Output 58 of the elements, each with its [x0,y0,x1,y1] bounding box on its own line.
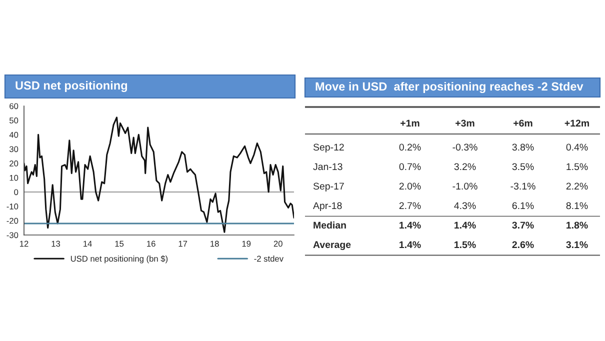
text: 3.7% [512,222,534,229]
text: 2.2% [566,182,588,190]
category-label: +12m [564,120,589,127]
text: 2.7% [399,202,421,210]
x-tick-label: 19 [242,240,251,247]
text: -3.1% [510,182,536,190]
x-tick-label: 16 [147,240,156,247]
text: 1.5% [566,163,588,170]
text: 4.3% [454,202,476,210]
legend-label: USD net positioning (bn $) [70,255,168,264]
text: 1.4% [454,222,476,229]
text: 8.1% [566,202,588,210]
y-tick-label: 20 [10,160,18,166]
text: -0.3% [452,144,478,151]
text: 2.0% [399,182,421,190]
y-tick-label: 0 [14,189,18,196]
category-label: Jan-13 [313,163,342,170]
text: 0.2% [399,144,421,151]
category-label: Average [313,241,351,250]
text: 3.1% [566,241,588,248]
category-label: Sep-17 [313,182,344,192]
text: 3.5% [512,163,534,170]
category-label: +1m [400,120,420,127]
x-tick-label: 20 [274,240,282,247]
y-tick-label: -30 [6,232,18,238]
category-label: Apr-18 [313,202,342,212]
category-label: Median [314,221,346,229]
line-series [24,116,294,233]
y-tick-label: 40 [9,132,18,138]
text: 1.4% [400,222,421,229]
text: 0.7% [399,163,421,170]
text: Move in USD after positioning reaches -2 Stdev [316,82,584,94]
category-label: Sep-12 [313,144,344,153]
y-tick-label: 30 [9,146,18,152]
text: 1.4% [400,241,421,248]
x-tick-label: 15 [115,240,124,247]
x-tick-label: 13 [52,240,60,247]
text: 3.2% [454,163,476,170]
text: 6.1% [512,202,534,210]
category-label: +3m [456,120,474,127]
text: 2.6% [512,241,534,248]
category-label: +6m [514,120,532,127]
y-tick-label: -10 [6,204,18,210]
x-tick-label: 18 [210,240,219,247]
legend-label: -2 stdev [254,256,284,262]
y-tick-label: 50 [10,118,18,124]
text: -1.0% [452,182,478,190]
x-tick-label: 17 [178,240,188,247]
text: 3.8% [512,144,534,151]
x-tick-label: 14 [84,240,92,247]
y-tick-label: 60 [10,103,18,110]
text: 0.4% [566,144,588,151]
text: 1.5% [454,241,476,248]
x-tick-label: 12 [20,240,28,247]
chart-title: USD net positioning [16,80,128,92]
y-tick-label: -20 [6,218,18,224]
y-tick-label: 10 [10,174,18,181]
text: 1.8% [566,222,588,229]
